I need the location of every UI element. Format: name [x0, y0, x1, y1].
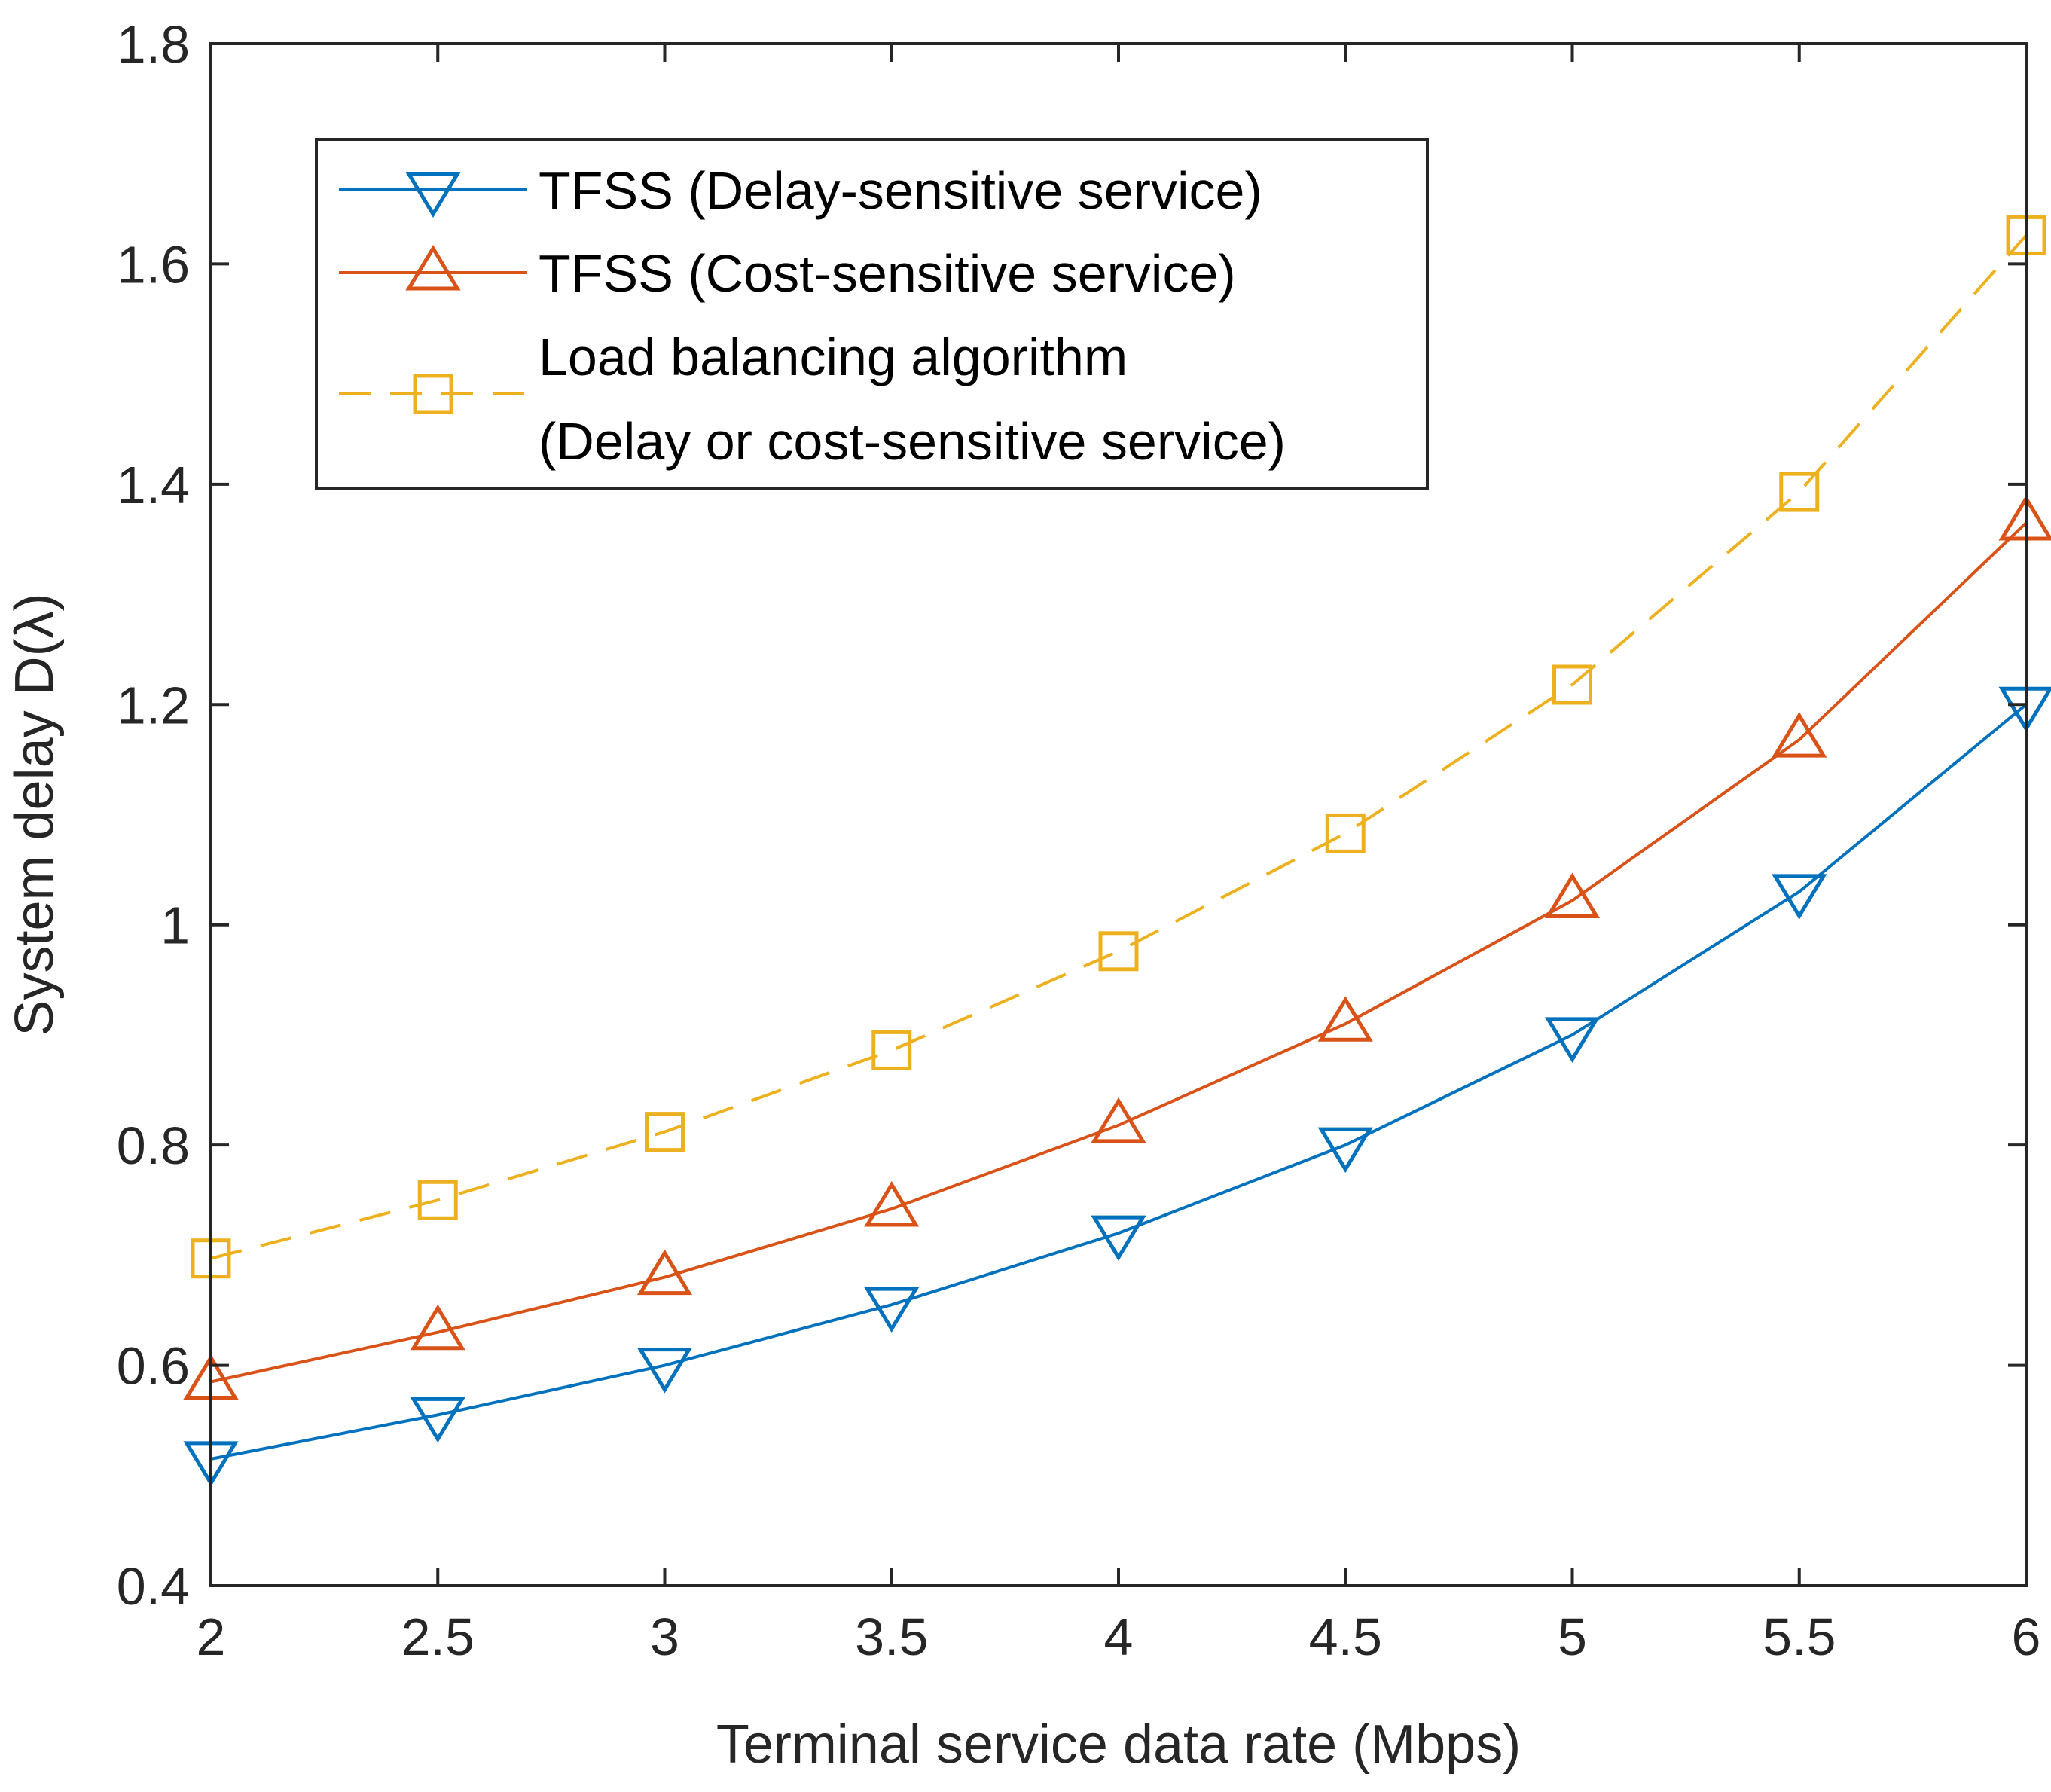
data-point-triangle-down [410, 1397, 465, 1443]
data-point-triangle-up [636, 1249, 693, 1296]
data-point-triangle-down [1544, 1017, 1601, 1063]
y-tick-label: 0.6 [117, 1337, 190, 1396]
x-tick-label: 5.5 [1763, 1607, 1836, 1666]
data-point-square [413, 374, 453, 414]
y-tick-label: 0.4 [117, 1557, 190, 1616]
x-tick-label: 6 [2012, 1607, 2041, 1666]
legend-entry-3: Load balancing algorithm (Delay or cost-s… [339, 328, 1286, 471]
x-tick-label: 3.5 [855, 1607, 928, 1666]
data-point-triangle-up [1091, 1097, 1146, 1143]
x-tick-label: 4.5 [1309, 1607, 1382, 1666]
data-point-square [1098, 931, 1139, 972]
y-tick-label: 1.6 [117, 235, 190, 294]
data-point-triangle-down [864, 1287, 920, 1333]
y-tick-label: 1.2 [117, 676, 190, 734]
data-point-triangle-up [1544, 872, 1601, 919]
y-tick-label: 1.8 [117, 15, 190, 74]
y-axis-title: System delay D(λ) [5, 593, 65, 1036]
data-point-square [1552, 664, 1592, 705]
x-tick-label: 5 [1558, 1607, 1587, 1666]
series-line [210, 234, 2028, 1260]
legend-label: (Delay or cost-sensitive service) [539, 412, 1286, 471]
legend-label: Load balancing algorithm [539, 328, 1128, 386]
data-point-triangle-up [410, 1304, 465, 1351]
data-point-square [1325, 813, 1366, 853]
data-point-square [645, 1112, 685, 1152]
data-point-square [871, 1030, 912, 1070]
legend-label: TFSS (Delay-sensitive service) [539, 161, 1262, 220]
data-point-square [1779, 472, 1820, 512]
legend-box [315, 138, 1429, 490]
data-point-triangle-down [1091, 1215, 1146, 1262]
data-point-square [417, 1180, 458, 1220]
data-point-triangle-down [1772, 874, 1827, 920]
data-point-triangle-up [864, 1180, 920, 1227]
x-tick-label: 4 [1104, 1607, 1134, 1666]
x-axis-title: Terminal service data rate (Mbps) [716, 1714, 1521, 1775]
legend: TFSS (Delay-sensitive service) TFSS (Cost… [315, 138, 1429, 490]
data-point-triangle-down [1317, 1127, 1373, 1174]
x-tick-label: 2.5 [401, 1607, 475, 1666]
data-point-triangle-up [1772, 712, 1827, 758]
data-point-triangle-up [405, 244, 461, 291]
x-tick-label: 3 [650, 1607, 679, 1666]
y-tick-label: 1 [160, 896, 190, 955]
data-point-triangle-up [1317, 996, 1373, 1042]
legend-label: TFSS (Cost-sensitive service) [539, 244, 1236, 303]
legend-entry-1: TFSS (Delay-sensitive service) [339, 161, 1262, 220]
ticks-layer: 2 2.5 3 3.5 4 4.5 5 5.5 6 0.4 0.6 0.8 1 1.2 1.4 1.6 1.8 [117, 15, 2041, 1666]
x-tick-label: 2 [197, 1607, 226, 1666]
data-point-triangle-down [405, 172, 461, 218]
legend-entry-2: TFSS (Cost-sensitive service) [339, 244, 1236, 303]
series-2 [183, 495, 2051, 1400]
data-point-triangle-down [636, 1348, 693, 1394]
y-tick-label: 1.4 [117, 456, 190, 514]
y-tick-label: 0.8 [117, 1116, 190, 1175]
series-line [210, 521, 2028, 1384]
series-line [210, 703, 2028, 1461]
